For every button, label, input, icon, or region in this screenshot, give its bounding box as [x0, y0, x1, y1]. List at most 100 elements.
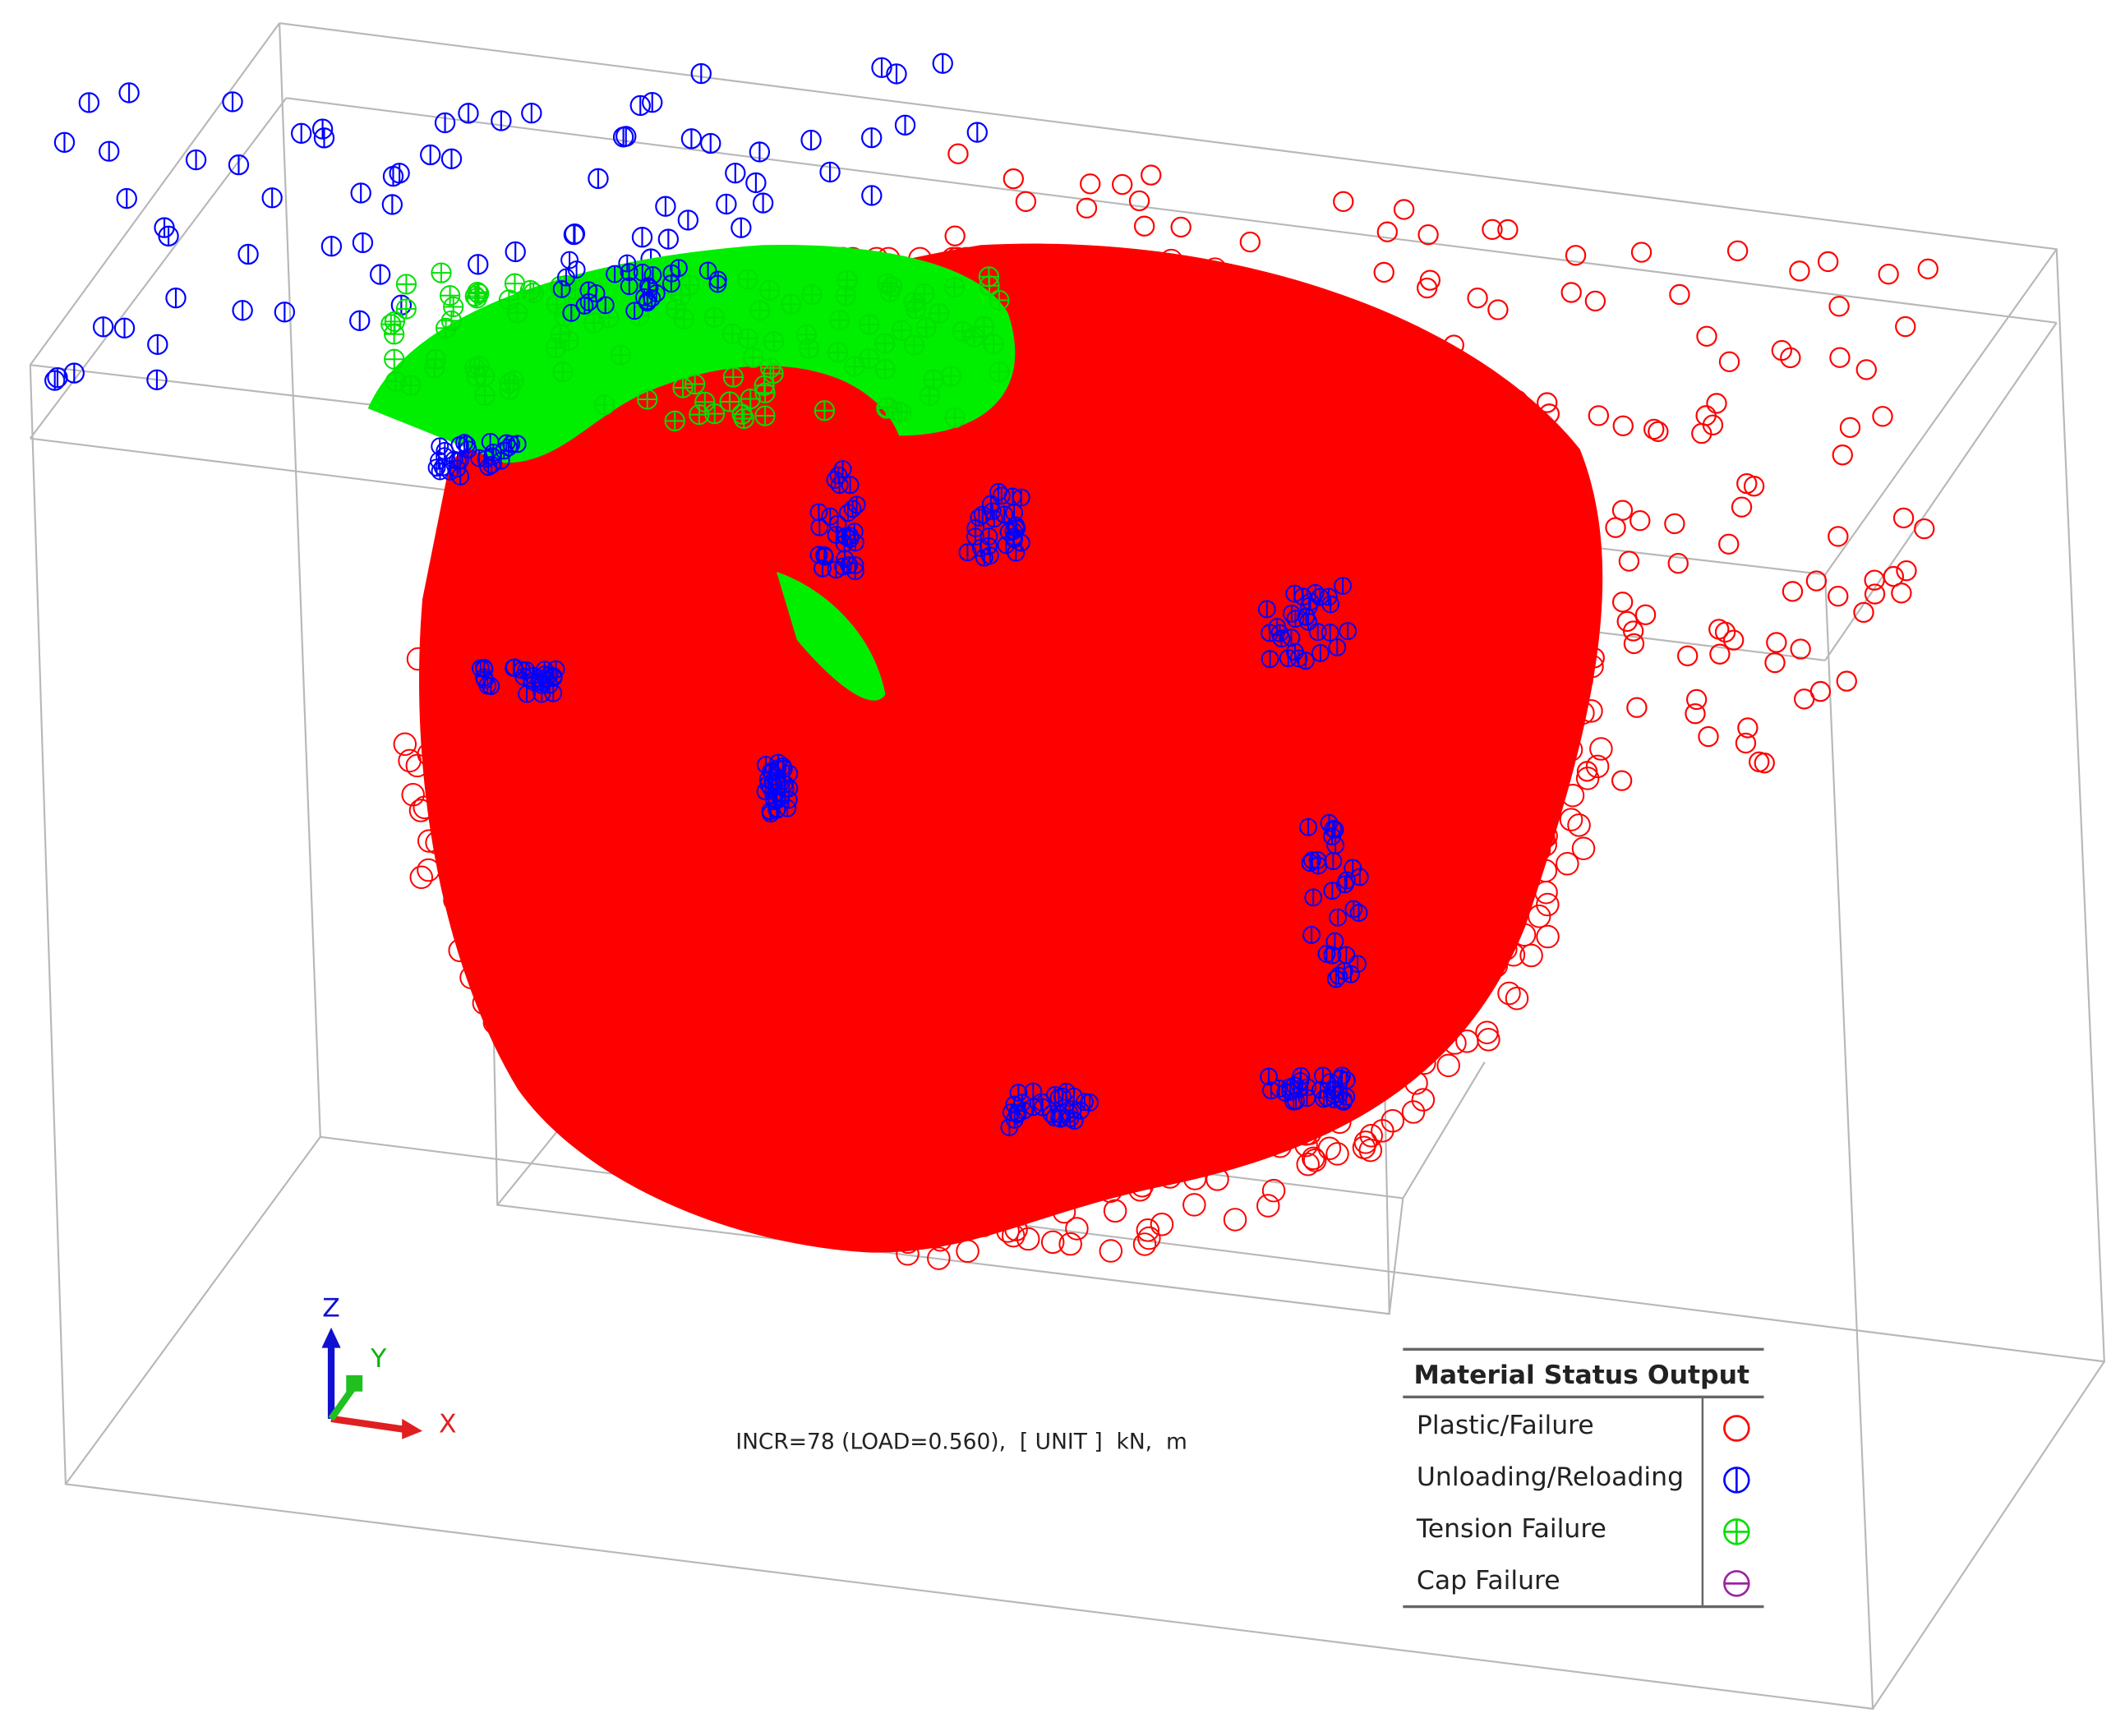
- status-symbol: [1367, 1058, 1390, 1082]
- symbol-ring: [1141, 164, 1162, 186]
- status-symbol: [432, 797, 456, 821]
- symbol-ring: [1467, 287, 1488, 309]
- status-symbol: [1436, 1008, 1460, 1033]
- status-symbol: [1058, 1232, 1082, 1256]
- symbol-ring: [1723, 629, 1745, 651]
- status-symbol: [859, 348, 880, 370]
- status-symbol: [1706, 393, 1727, 414]
- y-label: Y: [370, 1344, 387, 1374]
- status-symbol: [1643, 418, 1665, 440]
- symbol-ring: [813, 1158, 837, 1182]
- status-symbol: [1158, 1165, 1182, 1189]
- status-symbol: [633, 1128, 657, 1152]
- symbol-ring: [1182, 1167, 1207, 1190]
- symbol-ring: [1567, 813, 1591, 837]
- status-symbol: [1580, 654, 1604, 679]
- symbol-ring: [1152, 263, 1176, 287]
- symbol-ring: [417, 829, 441, 853]
- symbol-ring: [1855, 359, 1877, 380]
- symbol-ring: [977, 1206, 1001, 1230]
- status-symbol: [819, 161, 841, 183]
- symbol-ring: [1549, 592, 1574, 615]
- status-symbol: [1297, 608, 1316, 626]
- symbol-ring: [1359, 1124, 1383, 1148]
- status-symbol: [1015, 191, 1037, 212]
- status-symbol: [1853, 601, 1874, 624]
- status-symbol: [1482, 537, 1506, 561]
- symbol-ring: [1383, 985, 1408, 1009]
- symbol-ring: [568, 1019, 592, 1043]
- status-symbol: [1012, 533, 1030, 552]
- symbol-ring: [1089, 1162, 1113, 1186]
- symbol-ring: [1718, 533, 1740, 555]
- status-symbol: [1467, 287, 1488, 309]
- status-symbol: [1520, 567, 1545, 591]
- symbol-ring: [1677, 645, 1699, 666]
- status-symbol: [1137, 1226, 1161, 1250]
- symbol-ring: [1215, 1140, 1238, 1165]
- status-symbol: [479, 927, 503, 951]
- symbol-ring: [1634, 604, 1657, 625]
- symbol-ring: [1559, 738, 1583, 762]
- status-symbol: [598, 307, 620, 329]
- status-symbol: [1328, 638, 1347, 656]
- symbol-ring: [1611, 500, 1634, 521]
- status-symbol: [874, 358, 896, 380]
- status-symbol: [1178, 334, 1202, 357]
- status-symbol: [1896, 559, 1917, 582]
- symbol-ring: [679, 1125, 703, 1149]
- z-label: Z: [322, 1294, 340, 1324]
- symbol-ring: [1643, 418, 1665, 440]
- status-symbol: [1505, 986, 1529, 1011]
- status-symbol: [1034, 294, 1058, 318]
- status-symbol: [1406, 454, 1431, 479]
- status-symbol: [1735, 732, 1757, 754]
- status-symbol: [1405, 973, 1430, 997]
- status-symbol: [468, 605, 492, 629]
- status-symbol: [1534, 824, 1558, 848]
- symbol-ring: [1527, 838, 1551, 863]
- status-symbol: [932, 53, 953, 74]
- status-symbol: [1317, 945, 1336, 963]
- symbol-ring: [713, 1155, 738, 1179]
- status-symbol: [431, 747, 455, 771]
- status-symbol: [409, 865, 434, 890]
- status-symbol: [844, 356, 865, 377]
- status-symbol: [1512, 923, 1537, 947]
- status-symbol: [1194, 263, 1218, 287]
- symbol-ring: [1892, 507, 1915, 529]
- status-symbol: [1427, 412, 1452, 435]
- status-symbol: [761, 802, 780, 821]
- symbol-ring: [1731, 496, 1753, 518]
- symbol-ring: [450, 815, 475, 839]
- symbol-ring: [1526, 571, 1550, 596]
- symbol-ring: [1074, 260, 1098, 285]
- symbol-ring: [1279, 320, 1302, 344]
- status-symbol: [1404, 1071, 1428, 1095]
- status-symbol: [809, 546, 828, 564]
- status-symbol: [1626, 697, 1648, 718]
- symbol-ring: [1533, 832, 1557, 857]
- status-symbol: [530, 669, 549, 688]
- status-symbol: [1571, 836, 1596, 860]
- status-symbol: [568, 1019, 592, 1043]
- status-symbol: [572, 1089, 596, 1113]
- symbol-ring: [457, 850, 481, 874]
- status-symbol: [767, 783, 786, 802]
- status-symbol: [562, 303, 581, 322]
- status-symbol: [1285, 584, 1304, 603]
- status-symbol: [1315, 389, 1339, 412]
- status-symbol: [1805, 570, 1828, 592]
- status-symbol: [1496, 688, 1519, 712]
- status-symbol: [1408, 373, 1431, 398]
- symbol-ring: [686, 1102, 711, 1126]
- status-symbol: [1291, 1072, 1310, 1090]
- status-symbol: [1373, 261, 1394, 283]
- status-symbol: [821, 507, 840, 526]
- status-symbol: [737, 269, 758, 290]
- status-symbol: [1422, 498, 1445, 523]
- symbol-ring: [1196, 274, 1221, 297]
- status-symbol: [1445, 544, 1468, 568]
- status-symbol: [437, 664, 461, 688]
- x-arrowhead: [402, 1418, 423, 1439]
